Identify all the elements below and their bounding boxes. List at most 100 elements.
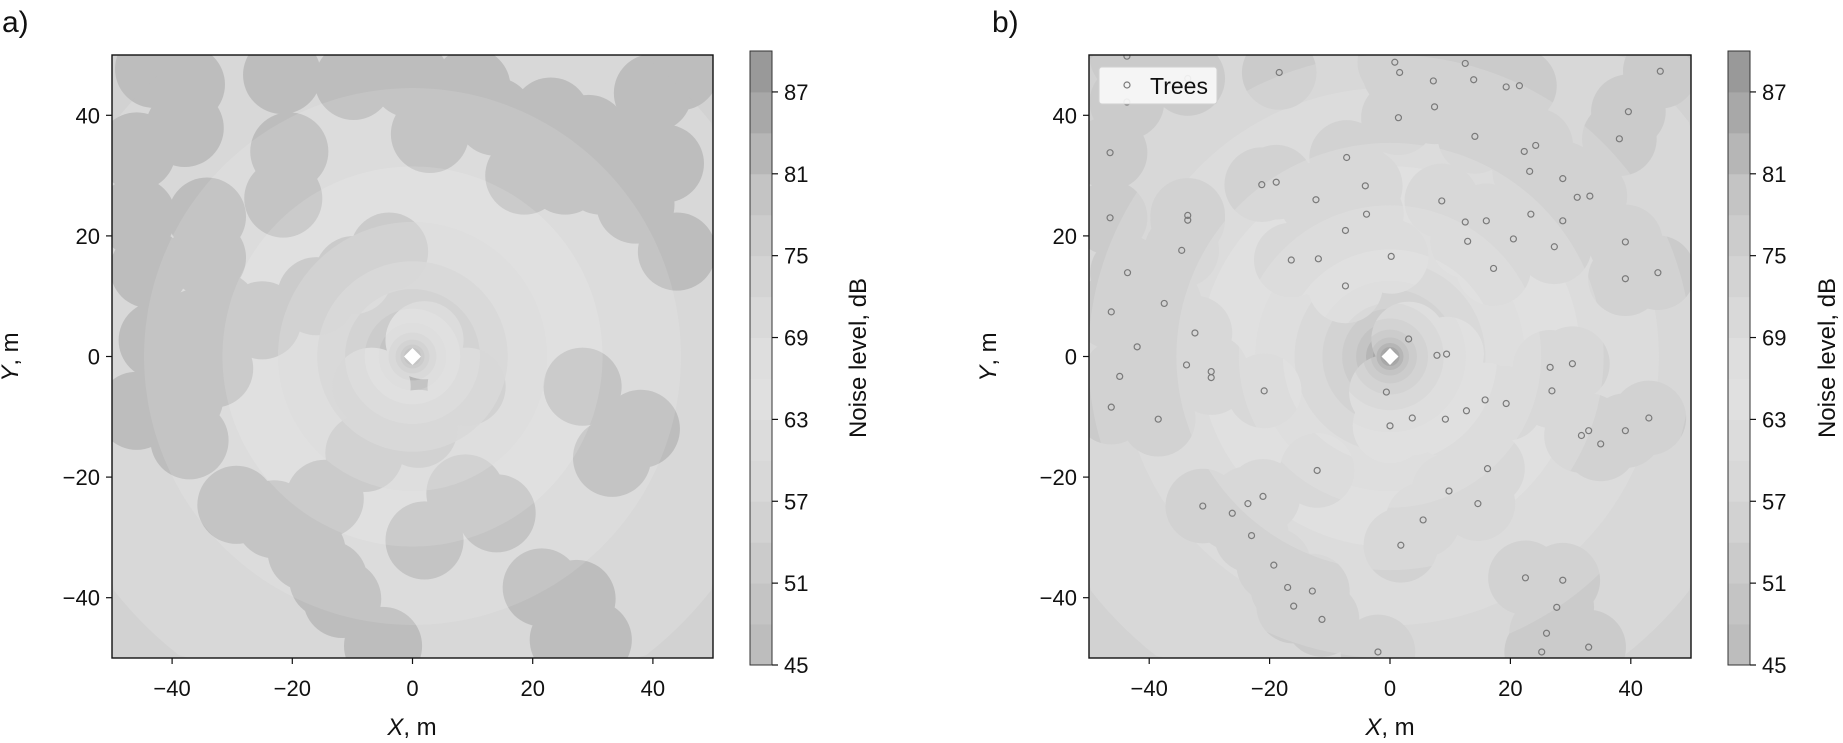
x-axis-var: X [386, 714, 404, 741]
colorbar-tick-label: 45 [1762, 653, 1786, 678]
tree-marker [1542, 629, 1551, 637]
tree-marker [1527, 210, 1535, 218]
colorbar-band-57db [1728, 460, 1750, 502]
panel-label: b) [992, 6, 1019, 39]
colorbar-band-45db [1728, 624, 1750, 666]
colorbar-band-63db [1728, 378, 1750, 420]
x-tick-label: 0 [1384, 676, 1396, 701]
tree-marker [1597, 440, 1605, 448]
tree-marker [1228, 509, 1236, 517]
panel-label: a) [2, 6, 29, 39]
y-tick-label: 20 [76, 224, 100, 249]
x-tick-label: 40 [641, 676, 665, 701]
tree-marker [1260, 387, 1268, 395]
colorbar-band-84db [1728, 91, 1750, 134]
colorbar-band-69db [750, 296, 772, 339]
colorbar-band-72db [1728, 255, 1750, 298]
colorbar-tick-label: 69 [1762, 326, 1786, 351]
colorbar-frame [1727, 50, 1751, 666]
tree-marker [1343, 153, 1351, 162]
tree-marker [1259, 492, 1267, 500]
y-tick-label: −20 [1040, 465, 1077, 490]
tree-marker [1313, 466, 1321, 475]
tree-marker [1244, 500, 1252, 508]
colorbar-band-84db [750, 91, 772, 134]
tree-marker [1474, 500, 1482, 508]
tree-marker [1433, 351, 1441, 359]
tree-marker [1318, 615, 1326, 624]
tree-marker [1107, 403, 1115, 411]
tree-marker [1577, 431, 1586, 440]
tree-marker [1341, 226, 1350, 235]
tree-marker [1621, 275, 1629, 283]
y-tick-label: 40 [76, 103, 100, 128]
tree-marker [1133, 343, 1141, 351]
colorbar-tick-label: 69 [784, 326, 808, 351]
colorbar-band-81db [1728, 132, 1750, 175]
y-tick-label: 0 [88, 345, 100, 370]
tree-marker [1191, 329, 1199, 337]
tree-marker [1586, 192, 1594, 200]
colorbar-band-45db [750, 624, 772, 666]
tree-marker [1396, 68, 1404, 77]
colorbar-label: Noise level, dB [1814, 278, 1841, 438]
tree-marker [1585, 427, 1593, 435]
tree-marker [1430, 103, 1439, 111]
tree-marker [1489, 264, 1498, 273]
tree-marker [1548, 387, 1556, 395]
x-axis-unit: , m [403, 714, 436, 741]
colorbar-band-51db [750, 542, 772, 584]
tree-marker [1408, 414, 1416, 422]
tree-marker [1386, 422, 1394, 430]
colorbar-band-72db [750, 255, 772, 298]
tree-marker [1532, 141, 1540, 150]
tree-marker [1645, 414, 1653, 422]
colorbar-tick-label: 51 [784, 571, 808, 596]
tree-marker [1461, 218, 1469, 226]
y-tick-label: 0 [1065, 345, 1077, 370]
colorbar-tick-label: 87 [784, 80, 808, 105]
colorbar-band-63db [750, 378, 772, 420]
colorbar-band-48db [1728, 583, 1750, 625]
tree-marker [1654, 269, 1662, 277]
colorbar-band-87db [750, 51, 772, 93]
colorbar-band-57db [750, 460, 772, 502]
tree-marker [1275, 68, 1283, 77]
tree-markers [1106, 55, 1664, 656]
colorbar-band-60db [750, 419, 772, 461]
tree-marker [1482, 217, 1490, 225]
tree-marker [1471, 132, 1479, 141]
tree-marker [1509, 235, 1518, 243]
tree-marker [1178, 246, 1186, 254]
y-axis-unit: , m [975, 332, 1002, 365]
tree-marker [1538, 648, 1546, 656]
legend-box [1098, 66, 1218, 105]
colorbar-tick-label: 63 [1762, 407, 1786, 432]
tree-marker [1470, 76, 1478, 84]
colorbar-frame [749, 50, 773, 666]
tree-marker [1247, 531, 1256, 540]
tree-marker [1107, 308, 1115, 316]
tree-marker [1461, 59, 1469, 68]
y-tick-label: −40 [63, 586, 100, 611]
y-axis-label: Y, m [975, 332, 1002, 381]
colorbar-tick-label: 75 [784, 244, 808, 269]
x-tick-label: 20 [1498, 676, 1522, 701]
x-tick-label: −40 [1131, 676, 1168, 701]
tree-marker [1483, 465, 1492, 473]
legend: Trees [1098, 66, 1218, 105]
tree-marker [1106, 149, 1114, 157]
tree-marker [1656, 67, 1664, 75]
tree-marker [1573, 193, 1581, 201]
colorbar-band-78db [750, 173, 772, 216]
tree-marker [1615, 135, 1623, 143]
tree-marker [1374, 648, 1382, 656]
x-axis-label: X, m [1364, 714, 1414, 741]
colorbar-tick-label: 57 [784, 489, 808, 514]
colorbar-tick-label: 45 [784, 653, 808, 678]
panel-a: a) X, m Y, m Noise level, dB −40−2002040… [0, 6, 872, 741]
tree-marker [1123, 55, 1131, 60]
tree-marker [1419, 516, 1427, 524]
tree-marker [1520, 147, 1528, 156]
noise-field [112, 55, 713, 658]
